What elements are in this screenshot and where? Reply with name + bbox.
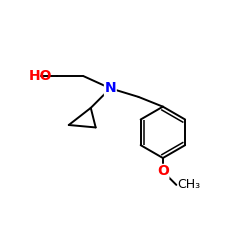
Text: O: O [157,164,169,178]
Text: N: N [104,81,116,95]
Text: CH₃: CH₃ [178,178,201,192]
Text: HO: HO [28,69,52,83]
